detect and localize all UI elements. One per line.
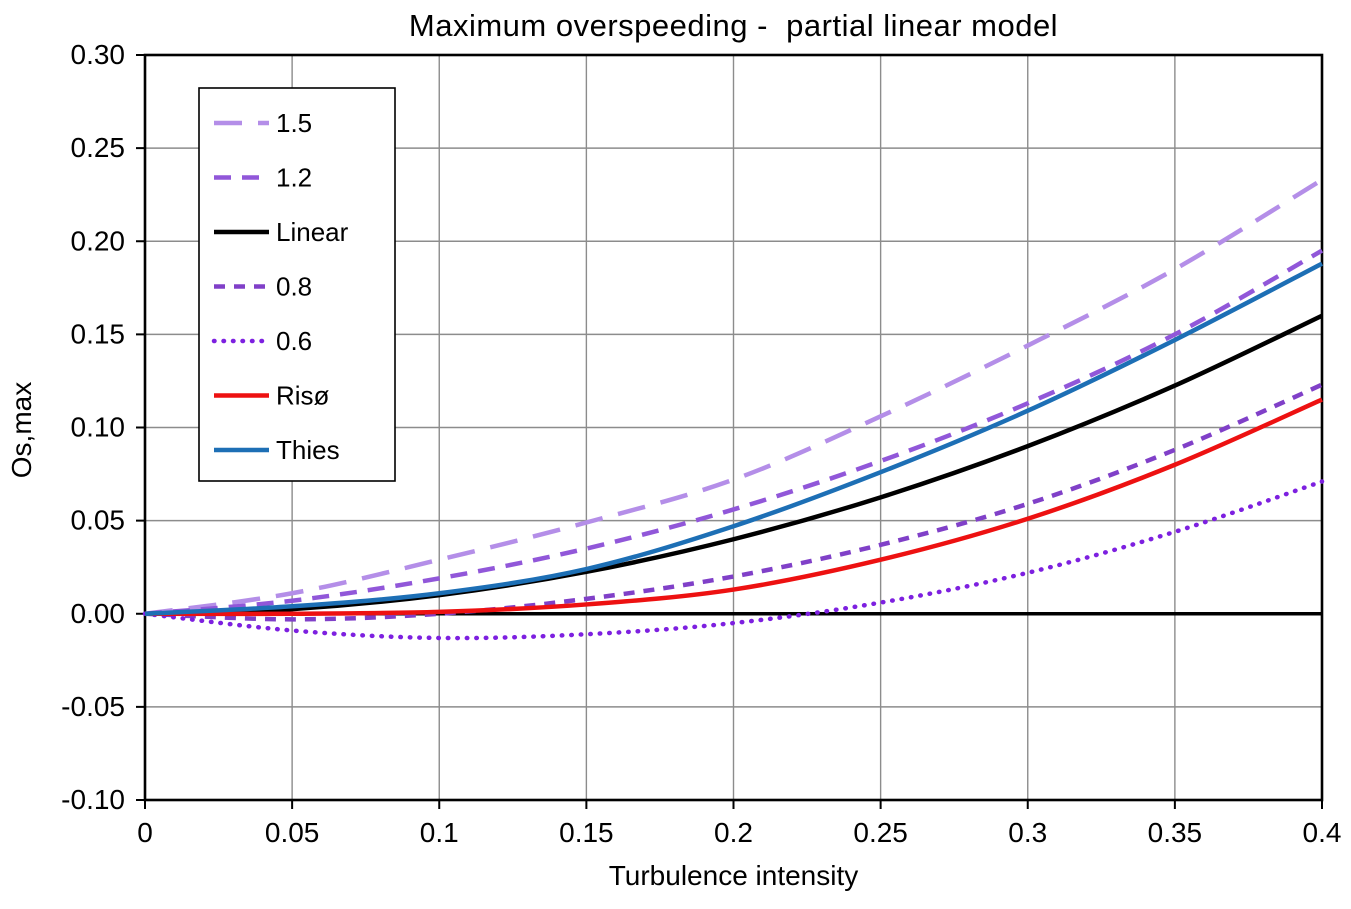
y-tick-label: 0.15 xyxy=(71,318,126,349)
tick-labels: 0 0.05 0.1 0.15 0.2 0.25 0.3 0.35 0.4 0.30 0.25 0.2… xyxy=(61,39,1341,848)
legend: 1.5 1.2 Linear 0.8 0.6 Risø Thies xyxy=(198,87,396,482)
y-tick-label: -0.05 xyxy=(61,691,125,722)
legend-box xyxy=(198,87,396,482)
series-line-4 xyxy=(142,479,1325,641)
x-tick-label: 0 xyxy=(137,817,153,848)
series-line-3 xyxy=(144,382,1323,622)
series-line-2 xyxy=(144,313,1323,616)
legend-entry: 0.8 xyxy=(214,272,312,302)
x-tick-label: 0.2 xyxy=(714,817,753,848)
x-tick-label: 0.05 xyxy=(265,817,320,848)
legend-label: 0.6 xyxy=(276,326,312,356)
tick-marks xyxy=(136,54,1323,809)
chart-title: Maximum overspeeding - partial linear mo… xyxy=(408,8,1059,43)
legend-label: Thies xyxy=(276,435,340,465)
y-tick-label: 0.00 xyxy=(71,598,126,629)
y-axis-label: Os,max xyxy=(6,381,37,479)
legend-entry: Risø xyxy=(214,381,330,411)
x-tick-label: 0.25 xyxy=(853,817,908,848)
x-tick-label: 0.1 xyxy=(420,817,459,848)
legend-entry: Thies xyxy=(214,435,340,465)
legend-label: Linear xyxy=(276,217,349,247)
series-lines xyxy=(142,177,1325,641)
legend-entry: 1.2 xyxy=(214,163,312,193)
legend-entry: Linear xyxy=(214,217,349,247)
series-line-0 xyxy=(144,177,1324,616)
legend-label: Risø xyxy=(276,381,330,411)
legend-entry: 0.6 xyxy=(211,326,312,356)
x-tick-label: 0.4 xyxy=(1303,817,1342,848)
x-tick-label: 0.3 xyxy=(1008,817,1047,848)
legend-label: 0.8 xyxy=(276,272,312,302)
y-tick-label: 0.30 xyxy=(71,39,126,70)
series-line-6 xyxy=(144,261,1324,616)
y-tick-label: 0.25 xyxy=(71,132,126,163)
series-line-1 xyxy=(144,248,1324,616)
legend-label: 1.5 xyxy=(276,108,312,138)
y-tick-label: 0.05 xyxy=(71,505,126,536)
legend-entry: 1.5 xyxy=(214,108,312,138)
y-tick-label: 0.20 xyxy=(71,225,126,256)
x-tick-label: 0.15 xyxy=(559,817,614,848)
series-line-5 xyxy=(144,397,1323,617)
x-axis-label: Turbulence intensity xyxy=(608,860,859,891)
y-tick-label: 0.10 xyxy=(71,412,126,443)
x-tick-label: 0.35 xyxy=(1148,817,1203,848)
y-tick-label: -0.10 xyxy=(61,784,125,815)
legend-label: 1.2 xyxy=(276,163,312,193)
